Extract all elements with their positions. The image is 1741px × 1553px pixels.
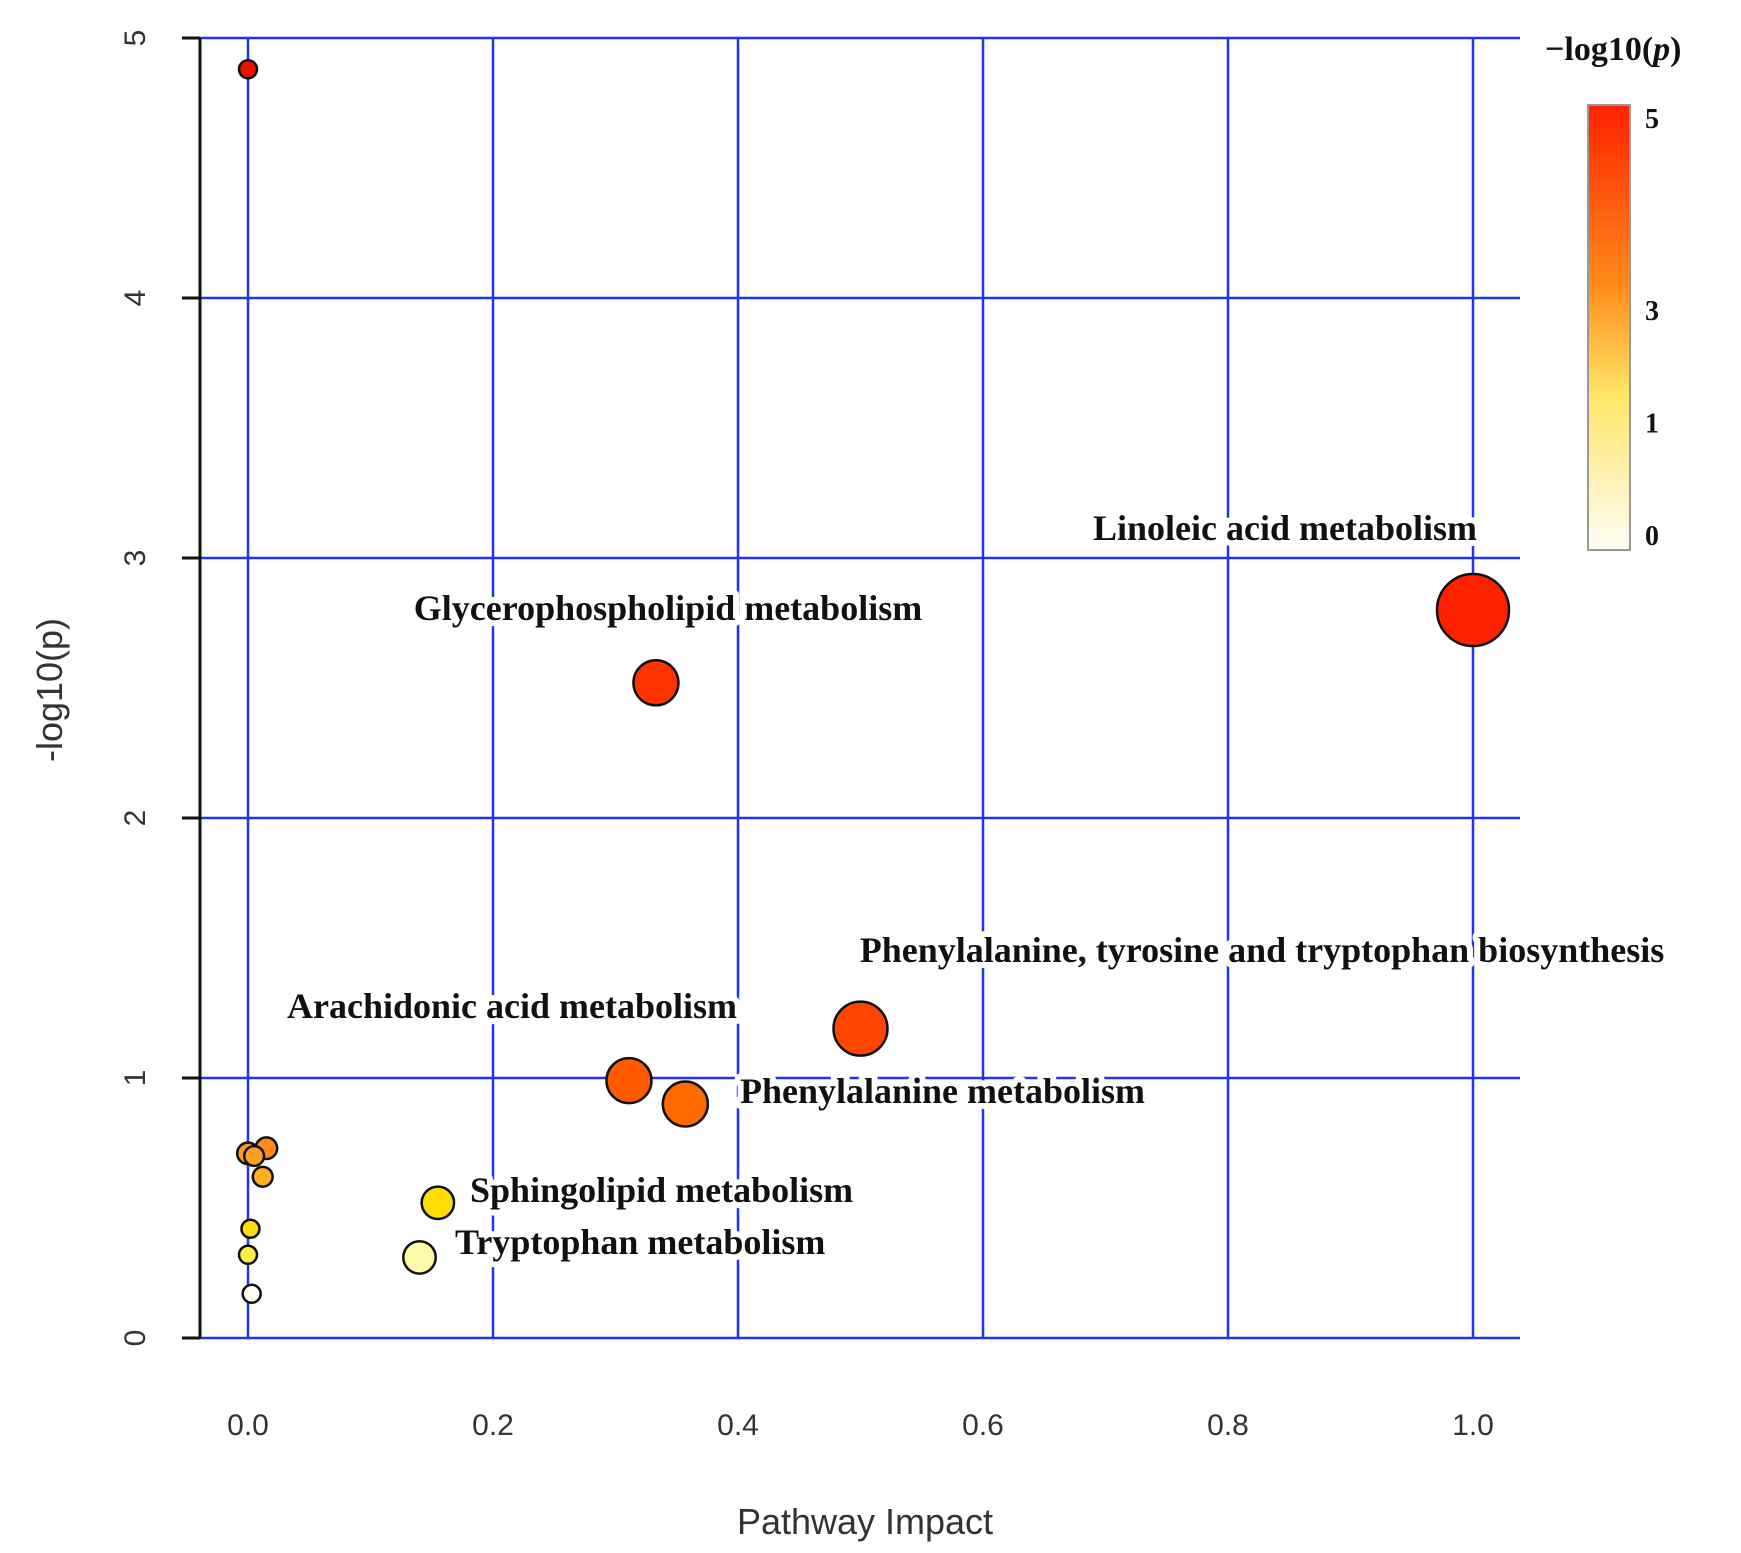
- x-tick-label: 0.2: [472, 1409, 514, 1442]
- colorbar-legend: −log10(p) 5 3 1 0: [1545, 31, 1681, 552]
- y-tick-label: 4: [119, 290, 152, 307]
- colorbar-ticks: 5 3 1 0: [1645, 104, 1659, 552]
- y-axis-title: -log10(p): [29, 618, 70, 762]
- data-point: [420, 1185, 456, 1221]
- x-tick-label: 0.0: [227, 1409, 269, 1442]
- data-point: [237, 1244, 259, 1266]
- grid-lines: [200, 36, 1520, 1340]
- point-label: Tryptophan metabolism: [455, 1222, 825, 1262]
- data-point: [1435, 572, 1511, 648]
- y-tick-label: 5: [119, 30, 152, 47]
- legend-title-close: ): [1670, 31, 1681, 68]
- data-point: [241, 1283, 262, 1305]
- colorbar-tick-label: 1: [1645, 408, 1659, 439]
- colorbar-tick-label: 3: [1645, 296, 1659, 327]
- data-point: [402, 1239, 437, 1275]
- legend-title-prefix: −log10(: [1545, 31, 1653, 68]
- point-label: Arachidonic acid metabolism: [287, 986, 737, 1026]
- point-label: Linoleic acid metabolism: [1093, 508, 1477, 548]
- data-point: [832, 1000, 889, 1057]
- legend-title-italic: p: [1650, 31, 1670, 68]
- data-point: [242, 1144, 266, 1168]
- data-point: [632, 659, 680, 707]
- legend-title: −log10(p): [1545, 31, 1681, 68]
- colorbar: [1587, 104, 1631, 551]
- data-point: [240, 1218, 261, 1240]
- y-tick-label: 2: [119, 810, 152, 827]
- y-axis-ticks: 0 1 2 3 4 5: [119, 30, 200, 1347]
- x-axis-ticks: 0.0 0.2 0.4 0.6 0.8 1.0: [227, 1409, 1494, 1442]
- x-tick-label: 0.6: [962, 1409, 1004, 1442]
- x-tick-label: 0.8: [1207, 1409, 1249, 1442]
- colorbar-tick-label: 0: [1645, 521, 1659, 552]
- y-tick-label: 1: [119, 1070, 152, 1087]
- point-label: Phenylalanine, tyrosine and tryptophan b…: [860, 930, 1665, 970]
- point-label: Phenylalanine metabolism: [740, 1071, 1145, 1111]
- data-point: [251, 1165, 274, 1188]
- point-label: Glycerophospholipid metabolism: [414, 588, 922, 628]
- x-axis-title: Pathway Impact: [737, 1501, 993, 1542]
- point-labels: Linoleic acid metabolism Glycerophospholi…: [281, 502, 1670, 1268]
- data-points: [235, 58, 1511, 1305]
- y-tick-label: 0: [119, 1330, 152, 1347]
- data-point: [605, 1056, 653, 1105]
- data-point: [661, 1080, 710, 1128]
- x-tick-label: 1.0: [1452, 1409, 1494, 1442]
- data-point: [237, 58, 259, 80]
- x-tick-label: 0.4: [717, 1409, 759, 1442]
- colorbar-tick-label: 5: [1645, 104, 1659, 135]
- y-tick-label: 3: [119, 550, 152, 567]
- point-label: Sphingolipid metabolism: [470, 1170, 853, 1210]
